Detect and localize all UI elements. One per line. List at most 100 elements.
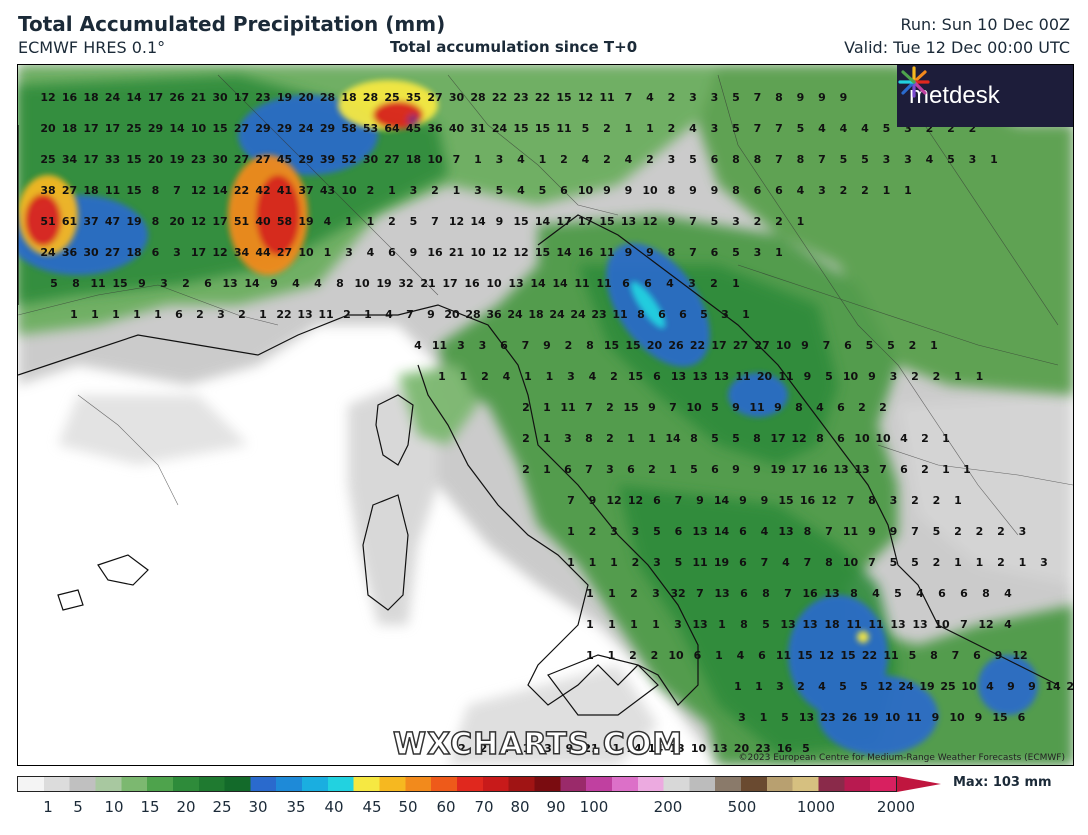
precip-value: 3 [1019,525,1027,538]
precip-value: 9 [270,277,278,290]
precip-value: 12 [1012,649,1027,662]
precip-value: 16 [62,91,78,104]
very-heavy-precip-layer [18,95,1038,755]
precip-value: 2 [632,556,640,569]
precip-value: 4 [872,587,880,600]
precip-value: 17 [791,463,806,476]
precip-value: 5 [933,525,941,538]
precip-value: 12 [513,246,528,259]
color-scale-tick-label: 2000 [876,798,916,816]
precip-value: 11 [692,556,707,569]
precip-value: 2 [603,122,611,135]
precip-value: 5 [689,153,697,166]
precip-value: 1 [976,370,984,383]
precip-value: 2 [909,339,917,352]
precip-value: 11 [868,618,883,631]
precip-value: 64 [384,122,400,135]
precip-value: 61 [62,215,77,228]
precip-value: 27 [255,153,270,166]
precip-value: 2 [480,742,488,755]
precip-value: 24 [492,122,508,135]
precip-value: 27 [234,122,249,135]
precip-value: 15 [212,122,227,135]
precip-value: 10 [934,618,950,631]
precip-value: 4 [414,339,422,352]
precip-value: 9 [668,215,676,228]
precip-value: 1 [523,742,531,755]
precip-value: 1 [904,184,912,197]
precip-value: 27 [234,153,249,166]
precip-value: 13 [802,618,817,631]
precip-value: 11 [778,370,793,383]
precip-value: 1 [259,308,267,321]
precip-value: 13 [890,618,905,631]
precip-value: 6 [711,463,719,476]
precip-value: 12 [642,215,657,228]
precip-value: 11 [599,246,614,259]
precip-value: 1 [648,432,656,445]
precip-value: 2 [560,153,568,166]
precip-value: 10 [843,370,859,383]
precip-value: 8 [850,587,858,600]
precip-value: 7 [696,587,704,600]
precip-value: 19 [298,215,313,228]
precip-value: 1 [732,277,740,290]
color-scale-tick-label: 10 [104,798,124,816]
max-value-label: Max: 103 mm [953,775,1052,790]
precip-value: 3 [969,153,977,166]
precipitation-map[interactable]: 12 16 18 24 14 17 26 21 30 17 23 19 20 28 18 28 25 35 27 30… [17,64,1074,766]
precip-value: 14 [665,432,681,445]
precip-value: 23 [591,308,606,321]
precip-value: 14 [470,215,486,228]
precip-value: 4 [818,680,826,693]
color-scale-tick-label: 90 [546,798,566,816]
precip-value: 2 [367,184,375,197]
precip-value: 8 [690,432,698,445]
precip-value: 10 [949,711,965,724]
precip-value: 5 [711,215,719,228]
precip-value: 6 [973,649,981,662]
precip-value: 5 [732,91,740,104]
color-scale-bar [17,776,897,792]
precip-value: 13 [778,525,793,538]
precip-value: 51 [234,215,249,228]
precip-value: 13 [508,277,523,290]
precip-value: 15 [513,215,528,228]
precip-value: 4 [1004,587,1012,600]
precip-value: 19 [376,277,391,290]
precip-value: 1 [630,618,638,631]
precip-value: 1 [954,494,962,507]
precip-value: 3 [711,122,719,135]
precip-value: 9 [804,370,812,383]
precip-value: 1 [70,308,78,321]
precip-value: 9 [774,401,782,414]
precip-value: 9 [732,463,740,476]
precip-value: 10 [668,649,684,662]
precip-value: 18 [62,122,77,135]
precip-value: 1 [546,370,554,383]
precip-value: 8 [797,153,805,166]
precip-value: 21 [420,277,435,290]
precip-value: 2 [629,649,637,662]
precip-value: 3 [890,494,898,507]
precip-value: 13 [692,370,707,383]
precip-value: 3 [688,277,696,290]
precip-value: 9 [566,742,574,755]
precip-value: 20 [148,153,164,166]
precip-value: 9 [797,91,805,104]
chart-title: Total Accumulated Precipitation (mm) [18,12,446,36]
precip-value: 22 [276,308,291,321]
precip-value: 1 [524,370,532,383]
precip-value: 11 [318,308,333,321]
precip-value: 3 [474,184,482,197]
precip-value: 28 [320,91,335,104]
precip-value: 5 [866,339,874,352]
precip-value: 15 [112,277,127,290]
precip-value: 2 [522,432,530,445]
precip-value: 20 [734,742,750,755]
precip-value: 11 [846,618,861,631]
precip-value: 9 [868,525,876,538]
precip-value: 33 [105,153,120,166]
precip-value: 11 [776,649,791,662]
precip-value: 13 [222,277,237,290]
